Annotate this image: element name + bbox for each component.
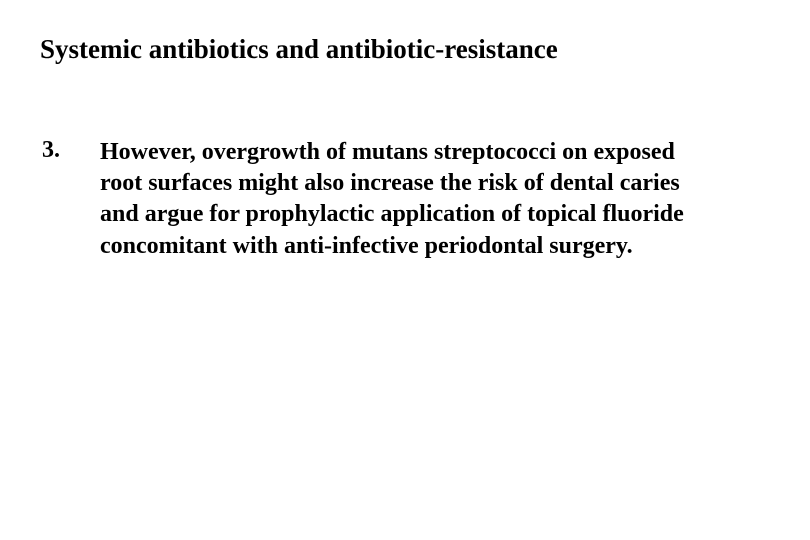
list-item: 3. However, overgrowth of mutans strepto… xyxy=(40,137,770,262)
list-item-text: However, overgrowth of mutans streptococ… xyxy=(100,137,720,262)
list-item-number: 3. xyxy=(40,137,100,164)
slide-title: Systemic antibiotics and antibiotic-resi… xyxy=(40,32,770,67)
